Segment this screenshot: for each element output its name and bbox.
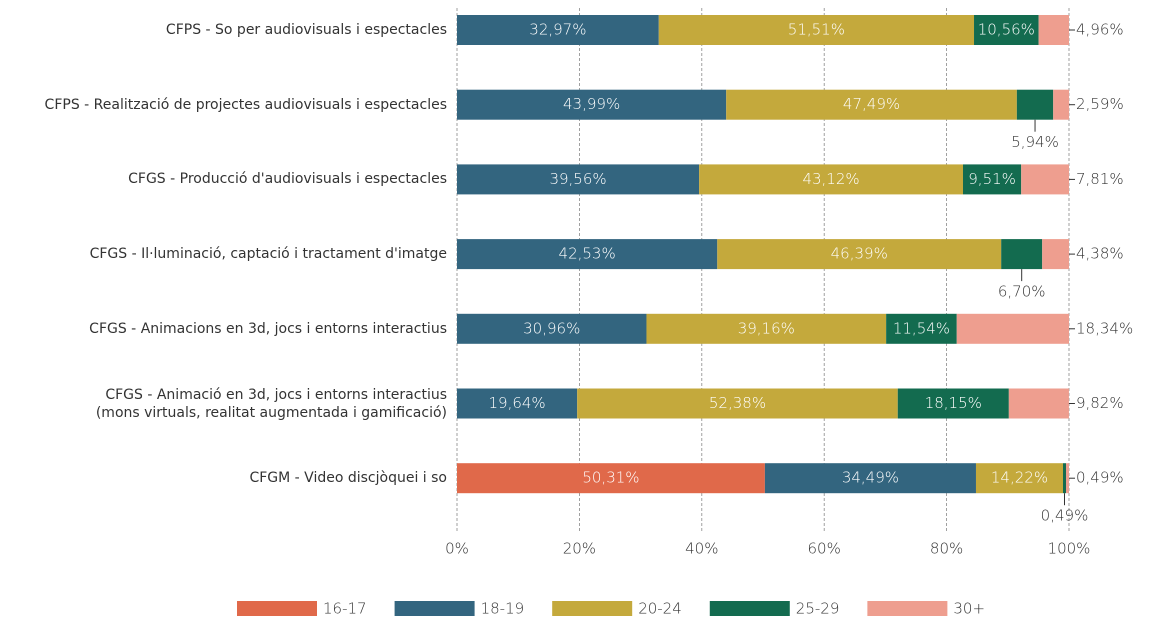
bar-segment: [457, 15, 659, 45]
bar-segment: [457, 463, 765, 494]
data-label: 11,54%: [893, 319, 950, 337]
data-label: 7,81%: [1076, 170, 1124, 188]
data-label: 18,34%: [1076, 319, 1133, 337]
data-label: 4,96%: [1076, 21, 1124, 39]
bar-segment: [717, 239, 1002, 270]
data-label: 18,15%: [925, 394, 982, 412]
data-label: 30,96%: [523, 319, 580, 337]
data-label: 51,51%: [788, 21, 845, 39]
bar-segment: [457, 239, 718, 270]
bar-segment: [974, 15, 1039, 45]
data-label: 34,49%: [842, 469, 899, 487]
legend-swatch: [394, 601, 475, 616]
bar-segment: [975, 463, 1064, 494]
legend-label: 16-17: [323, 600, 367, 618]
legend-label: 20-24: [638, 600, 682, 618]
legend-swatch: [867, 601, 948, 616]
data-label: 4,38%: [1076, 245, 1124, 263]
bar-segment: [457, 388, 578, 419]
bar-segment: [726, 89, 1017, 120]
x-tick-label: 0%: [445, 540, 469, 558]
category-label: CFGM - Video discjòquei i so: [249, 470, 447, 487]
data-label: 10,56%: [978, 21, 1035, 39]
bar-segment: [1038, 15, 1069, 45]
bar-segment: [699, 164, 964, 195]
category-label: CFGS - Il·luminació, captació i tractame…: [89, 246, 447, 263]
bar-segment: [764, 463, 976, 494]
x-tick-label: 80%: [930, 540, 963, 558]
data-label: 42,53%: [559, 245, 616, 263]
x-tick-label: 100%: [1048, 540, 1091, 558]
data-label: 39,16%: [738, 319, 795, 337]
category-label: CFPS - So per audiovisuals i espectacles: [165, 22, 447, 38]
data-label: 46,39%: [831, 245, 888, 263]
data-label: 0,49%: [1076, 469, 1124, 487]
data-label: 47,49%: [843, 95, 900, 113]
legend-label: 25-29: [796, 600, 840, 618]
data-label: 6,70%: [998, 283, 1046, 301]
bar-segment: [658, 15, 975, 45]
bar-segment: [963, 164, 1022, 195]
legend-label: 18-19: [481, 600, 525, 618]
bar-segment: [1042, 239, 1069, 270]
bar-segment: [886, 313, 957, 344]
data-label: 14,22%: [991, 469, 1048, 487]
bar-segment: [457, 89, 727, 120]
category-label: CFGS - Animacions en 3d, jocs i entorns …: [89, 320, 447, 337]
legend-swatch: [552, 601, 633, 616]
bar-segment: [1063, 463, 1067, 494]
bar-segment: [1066, 463, 1069, 494]
data-label: 43,12%: [802, 170, 859, 188]
data-label: 52,38%: [709, 394, 766, 412]
x-tick-label: 40%: [685, 540, 718, 558]
bar-segment: [1001, 239, 1043, 270]
legend-swatch: [709, 601, 790, 616]
bar-segment: [457, 164, 700, 195]
bar-segment: [457, 313, 647, 344]
data-label: 9,51%: [968, 170, 1016, 188]
legend-label: 30+: [953, 600, 985, 618]
category-label: CFGS - Animació en 3d, jocs i entorns in…: [95, 386, 447, 421]
data-label: 9,82%: [1076, 394, 1124, 412]
bar-segment: [1016, 89, 1054, 120]
x-tick-label: 20%: [563, 540, 596, 558]
bar-segment: [897, 388, 1009, 419]
data-label: 39,56%: [549, 170, 606, 188]
category-label: CFGS - Producció d'audiovisuals i espect…: [128, 171, 447, 188]
data-label: 32,97%: [529, 21, 586, 39]
bar-segment: [1021, 164, 1069, 195]
bar-segment: [1053, 89, 1070, 120]
bar-segment: [956, 313, 1069, 344]
data-label: 43,99%: [563, 95, 620, 113]
data-label: 0,49%: [1041, 507, 1089, 525]
bar-segment: [646, 313, 887, 344]
data-label: 50,31%: [582, 469, 639, 487]
bar-segment: [1008, 388, 1069, 419]
legend-swatch: [237, 601, 317, 616]
data-label: 19,64%: [488, 394, 545, 412]
data-label: 5,94%: [1011, 133, 1059, 151]
category-label: CFPS - Realització de projectes audiovis…: [44, 96, 447, 113]
bar-segment: [577, 388, 898, 419]
data-label: 2,59%: [1076, 95, 1124, 113]
x-tick-label: 60%: [808, 540, 841, 558]
